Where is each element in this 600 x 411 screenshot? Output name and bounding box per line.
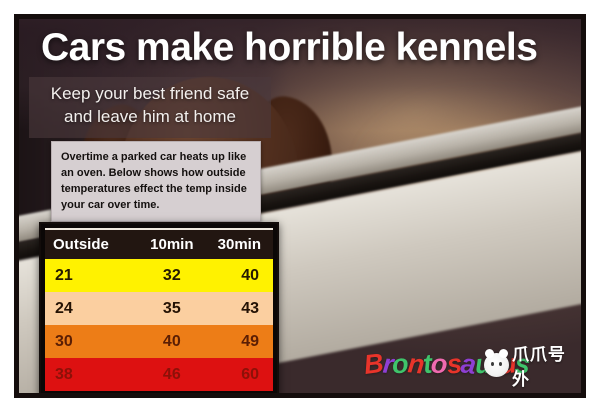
cell-10min: 32 bbox=[140, 259, 204, 292]
watermark: 爪爪号外 bbox=[484, 345, 581, 389]
cell-30min: 49 bbox=[203, 325, 273, 358]
column-header-30min: 30min bbox=[203, 228, 273, 259]
cell-30min: 40 bbox=[203, 259, 273, 292]
cell-30min: 60 bbox=[203, 358, 273, 391]
subtitle-plate: Keep your best friend safe and leave him… bbox=[29, 77, 271, 138]
cat-eye-right bbox=[498, 362, 502, 366]
cell-outside: 30 bbox=[45, 325, 141, 358]
table-row: 24 35 43 bbox=[45, 292, 273, 325]
cell-outside: 21 bbox=[45, 259, 141, 292]
table-row: 21 32 40 bbox=[45, 259, 273, 292]
cat-face-icon bbox=[484, 349, 509, 377]
cat-eye-left bbox=[491, 362, 494, 366]
subtitle-line-2: and leave him at home bbox=[64, 106, 236, 126]
column-header-outside: Outside bbox=[45, 228, 141, 259]
cell-30min: 43 bbox=[203, 292, 273, 325]
table-row: 30 40 49 bbox=[45, 325, 273, 358]
cell-10min: 46 bbox=[140, 358, 204, 391]
cell-outside: 24 bbox=[45, 292, 141, 325]
table-header-row: Outside 10min 30min bbox=[45, 228, 273, 259]
poster-frame: Cars make horrible kennels Keep your bes… bbox=[14, 14, 586, 398]
temperature-table: Outside 10min 30min 21 32 40 24 35 43 bbox=[39, 222, 279, 393]
column-header-10min: 10min bbox=[140, 228, 204, 259]
cell-outside: 38 bbox=[45, 358, 141, 391]
subtitle-line-1: Keep your best friend safe bbox=[50, 84, 250, 103]
page-title: Cars make horrible kennels bbox=[41, 26, 538, 69]
watermark-text: 爪爪号外 bbox=[511, 345, 566, 389]
info-box: Overtime a parked car heats up like an o… bbox=[51, 141, 261, 223]
table-row: 38 46 60 bbox=[45, 358, 273, 391]
cell-10min: 35 bbox=[140, 292, 204, 325]
cell-10min: 40 bbox=[140, 325, 204, 358]
